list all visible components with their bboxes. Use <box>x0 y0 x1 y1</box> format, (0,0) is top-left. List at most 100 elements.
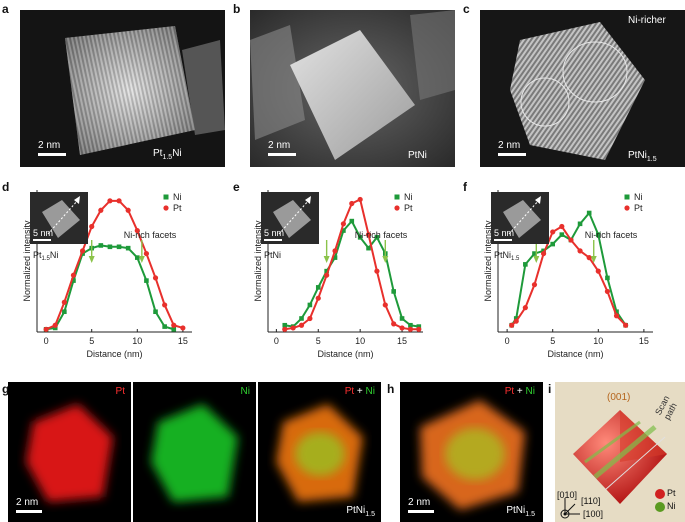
x-axis-label: Distance (nm) <box>317 349 373 359</box>
data-point-pt <box>399 325 405 331</box>
legend-marker-pt <box>394 205 400 211</box>
x-tick-label: 15 <box>639 336 649 346</box>
series-line-ni <box>45 244 175 331</box>
facet-label: Ni-rich facets <box>124 230 177 240</box>
data-point-ni <box>513 316 519 321</box>
x-tick-label: 5 <box>550 336 555 346</box>
data-point-ni <box>541 248 546 254</box>
data-point-ni <box>307 302 313 308</box>
data-point-ni <box>153 309 158 315</box>
data-point-pt <box>143 250 150 257</box>
data-point-pt <box>349 200 355 207</box>
material-label-c: PtNi1.5 <box>628 150 657 163</box>
nanocrystal-b <box>250 10 455 167</box>
octahedron-model <box>560 410 667 519</box>
data-point-pt <box>577 248 583 254</box>
panel-label-i: i <box>548 382 552 396</box>
inset-image: 5 nm <box>261 192 319 244</box>
data-point-pt <box>61 299 67 305</box>
data-point-ni <box>408 322 413 328</box>
data-point-pt <box>357 196 363 203</box>
data-point-ni <box>391 289 396 294</box>
data-point-pt <box>391 321 397 327</box>
inset-scan-line <box>47 199 79 235</box>
series-line-pt <box>45 199 184 331</box>
facet-arrow-head <box>323 256 330 263</box>
data-point-pt <box>162 302 168 308</box>
data-point-pt <box>79 248 86 254</box>
inset-particle <box>42 200 80 238</box>
data-point-ni <box>341 228 346 233</box>
tem-image-b: 2 nm PtNi <box>250 10 455 167</box>
legend-ni-dot <box>655 502 665 512</box>
axis-010: [010] <box>557 490 578 500</box>
legend-label-ni: Ni <box>173 192 182 202</box>
axis-100: [100] <box>583 509 604 519</box>
scale-label-b: 2 nm <box>268 140 291 151</box>
inset-scan-arrowhead <box>305 196 311 204</box>
data-point-ni <box>374 235 380 240</box>
profile-chart-f: 0 5 10 15 Distance (nm) Normalized intensity N… <box>483 190 653 359</box>
data-point-pt <box>531 282 538 288</box>
inset-scale-label: 5 nm <box>264 228 284 238</box>
data-point-pt <box>307 315 313 322</box>
data-point-pt <box>324 272 330 278</box>
data-point-ni <box>107 244 113 250</box>
data-point-pt <box>70 272 77 278</box>
legend-ni-label: Ni <box>667 501 676 511</box>
legend-pt-label: Pt <box>667 488 676 498</box>
data-point-pt <box>586 255 592 261</box>
x-axis-label: Distance (nm) <box>86 349 142 359</box>
nanocrystal-c <box>480 10 685 167</box>
scale-label-c: 2 nm <box>498 140 521 151</box>
nanocrystal-a <box>20 10 225 167</box>
map-label-ni: Ni <box>240 386 250 397</box>
tem-image-c: Ni-richer 2 nm PtNi1.5 <box>480 10 685 167</box>
facet-label: Ni-rich facets <box>355 230 408 240</box>
scale-bar-g <box>16 510 42 513</box>
data-point-ni <box>586 210 592 216</box>
data-point-ni <box>357 235 363 240</box>
scale-label-h: 2 nm <box>408 497 431 508</box>
map-label-pt: Pt <box>115 386 125 397</box>
data-point-ni <box>399 316 405 321</box>
inset-particle <box>273 200 311 238</box>
annotation-ni-richer: Ni-richer <box>628 15 666 26</box>
data-point-pt <box>116 198 122 204</box>
data-point-pt <box>365 232 372 238</box>
data-point-ni <box>315 285 321 290</box>
data-point-ni <box>116 244 122 250</box>
data-point-pt <box>623 322 629 328</box>
data-point-pt <box>407 326 414 332</box>
data-point-pt <box>282 326 288 332</box>
data-point-ni <box>98 243 104 248</box>
data-point-pt <box>416 326 422 332</box>
data-point-pt <box>125 207 131 213</box>
material-label-g: PtNi1.5 <box>346 505 375 518</box>
data-point-pt <box>43 326 49 332</box>
panel-label-d: d <box>2 180 10 194</box>
eels-map-ni: Ni <box>133 382 256 522</box>
panel-label-g: g <box>2 382 10 396</box>
data-point-pt <box>290 325 296 331</box>
data-point-pt <box>540 250 547 257</box>
intensity-profile-charts: 0 5 10 15 Distance (nm) Normalized intensity N… <box>22 190 653 359</box>
x-tick-label: 10 <box>132 336 142 346</box>
y-axis-label: Normalized intensity <box>22 220 32 302</box>
inset-image: 5 nm <box>30 192 88 244</box>
profile-material-label: PtNi <box>264 250 281 260</box>
facet-arrow-head <box>88 256 95 263</box>
data-point-ni <box>52 325 58 331</box>
data-point-ni <box>577 221 583 227</box>
data-point-pt <box>522 305 528 311</box>
inset-scale-label: 5 nm <box>33 228 53 238</box>
data-point-pt <box>107 198 113 204</box>
overlay-map-shape <box>276 404 363 502</box>
data-point-ni <box>614 309 619 315</box>
x-tick-label: 5 <box>89 336 94 346</box>
legend-label-pt: Pt <box>634 203 643 213</box>
scale-bar-a <box>38 153 66 156</box>
data-point-pt <box>604 288 611 295</box>
legend-label-pt: Pt <box>404 203 413 213</box>
data-point-ni <box>523 262 528 267</box>
